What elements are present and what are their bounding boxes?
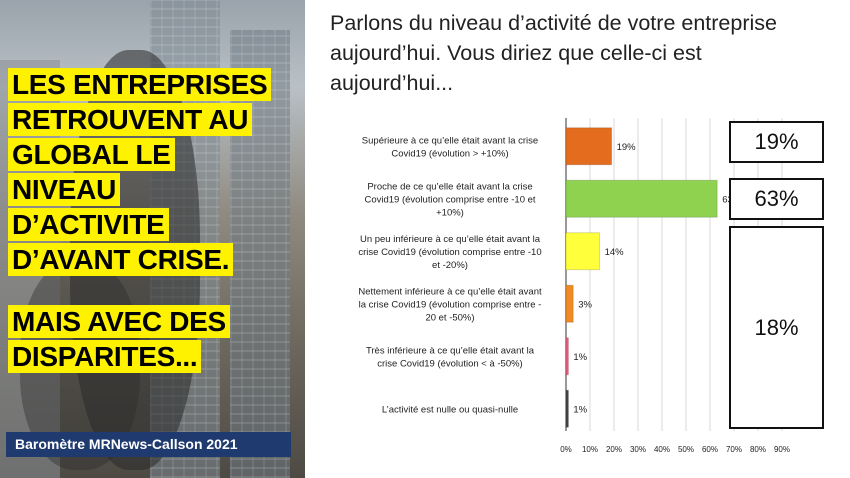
headline-line: D’AVANT CRISE.: [8, 243, 234, 276]
x-tick-label: 60%: [702, 445, 718, 454]
category-label: Proche de ce qu’elle était avant la cris…: [367, 181, 532, 192]
headline-line: NIVEAU: [8, 173, 120, 206]
background-photo: LES ENTREPRISES RETROUVENT AU GLOBAL LE …: [0, 0, 305, 478]
headline-line: D’ACTIVITE: [8, 208, 169, 241]
x-tick-label: 10%: [582, 445, 598, 454]
category-label: 20 et -50%): [425, 312, 474, 323]
x-tick-label: 50%: [678, 445, 694, 454]
x-tick-label: 90%: [774, 445, 790, 454]
category-label: et -20%): [432, 260, 468, 271]
x-tick-label: 40%: [654, 445, 670, 454]
category-label: +10%): [436, 207, 464, 218]
bar: [565, 284, 574, 323]
data-label: 1%: [573, 404, 587, 415]
data-label: 1%: [573, 352, 587, 363]
category-label: Supérieure à ce qu’elle était avant la c…: [362, 135, 538, 146]
category-label: crise Covid19 (évolution < à -50%): [377, 358, 522, 369]
bar: [565, 179, 718, 218]
bars: [565, 127, 718, 428]
category-label: Nettement inférieure à ce qu’elle était …: [358, 286, 542, 297]
source-banner: Baromètre MRNews-Callson 2021: [6, 432, 291, 457]
bar: [565, 389, 569, 428]
x-tick-label: 70%: [726, 445, 742, 454]
category-label: Covid19 (évolution comprise entre -10 et: [364, 194, 535, 205]
data-label: 19%: [617, 142, 637, 153]
bar: [565, 232, 601, 271]
bar: [565, 127, 613, 166]
category-label: la crise Covid19 (évolution comprise ent…: [359, 299, 542, 310]
subline: MAIS AVEC DES: [8, 305, 230, 338]
data-label: 14%: [605, 247, 625, 258]
x-axis-ticks: 0% 10% 20% 30% 40% 50% 60% 70% 80% 90%: [560, 445, 790, 454]
data-label: 3%: [578, 299, 592, 310]
category-label: Covid19 (évolution > +10%): [391, 148, 508, 159]
category-label: L’activité est nulle ou quasi-nulle: [382, 404, 518, 415]
bar: [565, 337, 569, 376]
x-tick-label: 0%: [560, 445, 572, 454]
summary-box-higher: 19%: [729, 121, 824, 163]
category-label: Très inférieure à ce qu’elle était avant…: [366, 345, 535, 356]
summary-box-lower: 18%: [729, 226, 824, 429]
x-tick-label: 30%: [630, 445, 646, 454]
headline-line: RETROUVENT AU: [8, 103, 253, 136]
category-labels: Supérieure à ce qu’elle était avant la c…: [358, 135, 542, 415]
category-label: crise Covid19 (évolution comprise entre …: [358, 247, 541, 258]
category-label: Un peu inférieure à ce qu’elle était ava…: [360, 234, 541, 245]
x-tick-label: 80%: [750, 445, 766, 454]
question-title: Parlons du niveau d’activité de votre en…: [330, 11, 777, 95]
summary-box-close: 63%: [729, 178, 824, 220]
headline-line: LES ENTREPRISES: [8, 68, 272, 101]
x-tick-label: 20%: [606, 445, 622, 454]
subline: DISPARITES...: [8, 340, 202, 373]
headline-line: GLOBAL LE: [8, 138, 175, 171]
